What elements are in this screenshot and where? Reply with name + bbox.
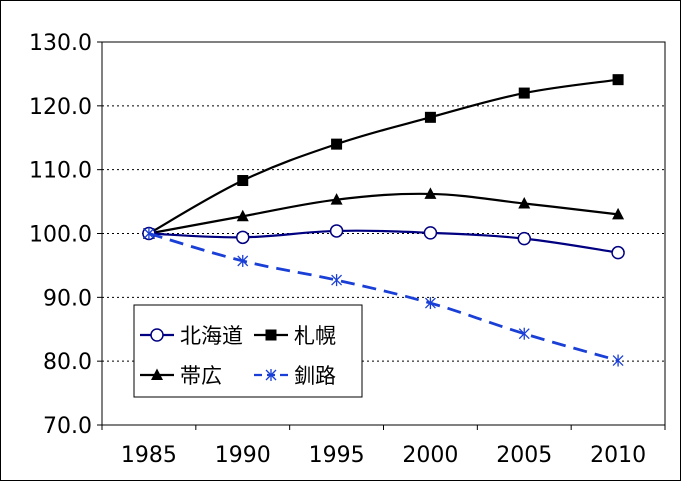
series-line-3	[148, 232, 619, 362]
data-point	[518, 196, 531, 209]
legend-item: 釧路	[254, 364, 336, 388]
y-tick-label: 100.0	[29, 223, 92, 248]
gridlines	[102, 105, 665, 362]
y-tick-label: 90.0	[43, 286, 92, 311]
x-tick-label: 1995	[309, 443, 365, 468]
x-tick-label: 2010	[590, 443, 646, 468]
data-point	[423, 226, 438, 240]
legend-marker	[151, 368, 163, 380]
legend-item: 帯広	[140, 364, 222, 388]
data-point	[329, 224, 344, 238]
legend-item: 北海道	[140, 324, 243, 348]
data-point	[331, 138, 343, 150]
y-tick-label: 130.0	[29, 31, 92, 56]
data-point	[611, 245, 625, 260]
legend-label: 札幌	[294, 324, 336, 348]
legend-label: 帯広	[180, 364, 222, 388]
series-line-0	[148, 229, 619, 254]
legend-label: 北海道	[180, 324, 243, 348]
legend-label: 釧路	[294, 364, 336, 388]
x-tick-label: 1990	[215, 443, 271, 468]
legend-marker	[265, 369, 277, 381]
data-point	[237, 254, 249, 267]
x-tick-label: 2005	[496, 443, 552, 468]
data-point	[518, 87, 530, 99]
y-axis: 70.0 80.0 90.0 100.0 110.0 120.0 130.0	[29, 31, 102, 439]
data-point	[517, 231, 531, 246]
x-tick-label: 2000	[402, 443, 458, 468]
data-point	[330, 193, 343, 205]
data-point	[424, 297, 436, 310]
data-point	[424, 111, 436, 123]
y-tick-label: 110.0	[29, 159, 92, 184]
legend-marker	[265, 329, 277, 341]
data-point	[143, 227, 155, 240]
data-point	[424, 187, 437, 199]
data-point	[331, 274, 343, 287]
legend-marker	[150, 328, 164, 342]
y-tick-label: 120.0	[29, 95, 92, 120]
y-tick-label: 80.0	[43, 350, 92, 375]
x-axis: 1985 1990 1995 2000 2005 2010	[101, 425, 666, 468]
y-tick-label: 70.0	[43, 414, 92, 439]
data-point	[612, 354, 624, 367]
data-point	[237, 175, 249, 187]
data-point	[518, 327, 530, 340]
x-tick-label: 1985	[121, 443, 177, 468]
data-point	[236, 230, 250, 245]
series-layer	[142, 74, 625, 367]
series-line-2	[148, 192, 619, 235]
data-point	[612, 207, 625, 220]
legend-item: 札幌	[254, 324, 336, 348]
data-point	[236, 209, 249, 222]
legend-box	[133, 304, 363, 398]
series-line-1	[148, 78, 619, 235]
data-point	[612, 74, 624, 86]
